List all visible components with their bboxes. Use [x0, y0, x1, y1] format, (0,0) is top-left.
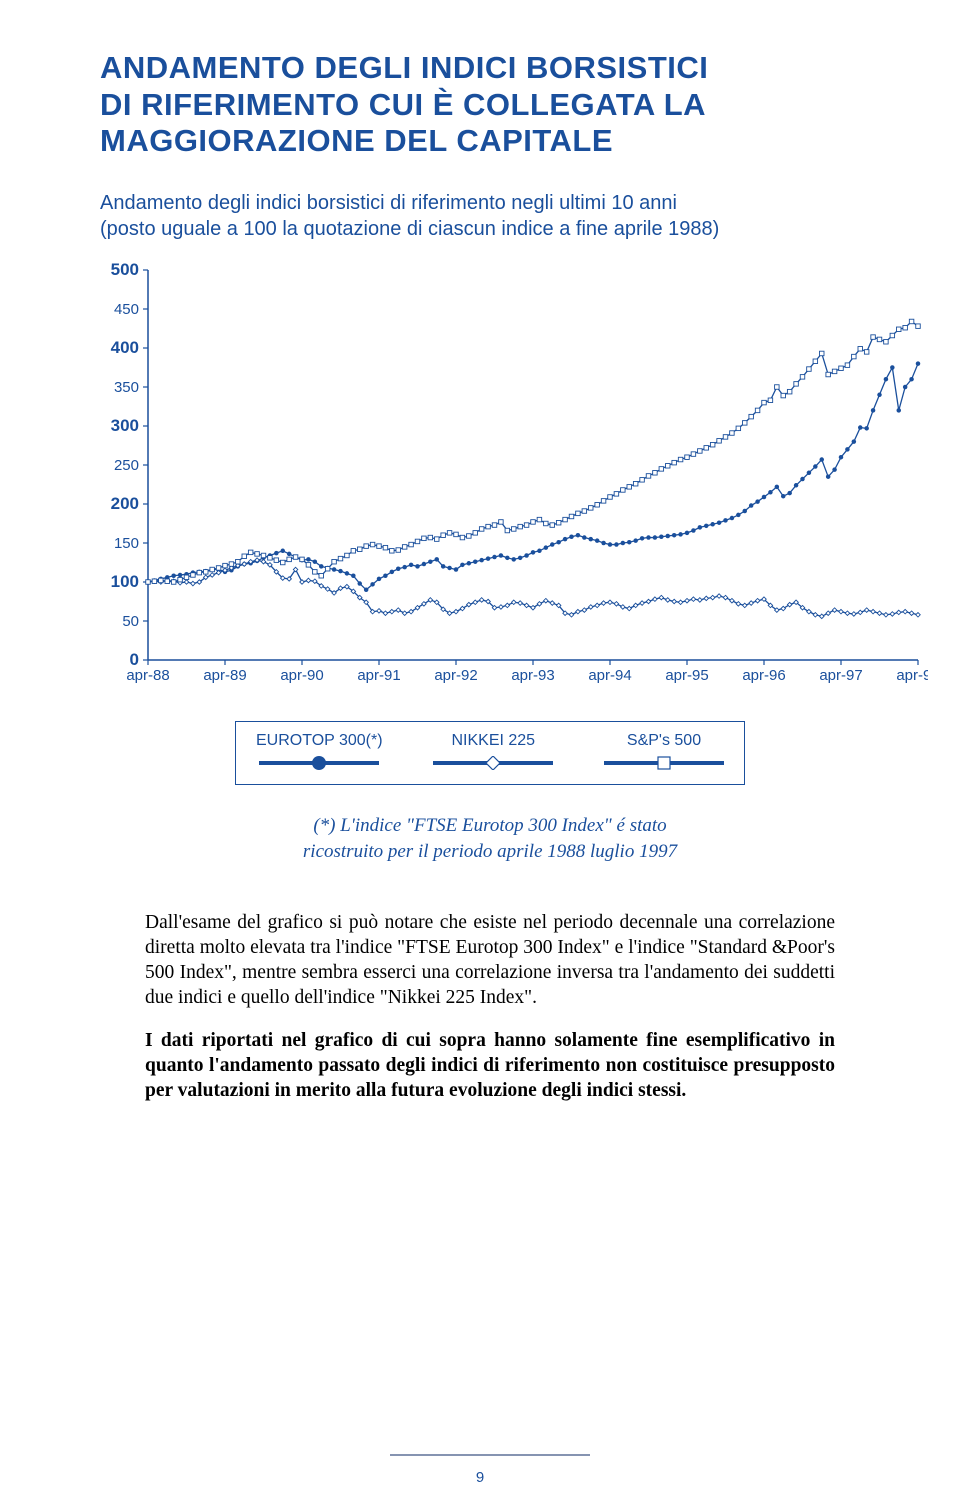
svg-text:300: 300: [111, 416, 139, 435]
svg-text:apr-96: apr-96: [742, 667, 785, 684]
svg-text:apr-90: apr-90: [280, 667, 323, 684]
legend-swatch: [433, 756, 553, 770]
svg-text:apr-98: apr-98: [896, 667, 928, 684]
svg-text:apr-93: apr-93: [511, 667, 554, 684]
footer-rule: [390, 1454, 590, 1457]
legend-swatch: [604, 756, 724, 770]
svg-text:apr-89: apr-89: [203, 667, 246, 684]
page-number: 9: [0, 1469, 960, 1486]
svg-text:100: 100: [111, 572, 139, 591]
legend-label: EUROTOP 300(*): [256, 732, 383, 750]
svg-text:250: 250: [114, 457, 139, 474]
svg-text:apr-88: apr-88: [126, 667, 169, 684]
legend-label: NIKKEI 225: [451, 732, 535, 750]
svg-text:apr-97: apr-97: [819, 667, 862, 684]
svg-text:apr-92: apr-92: [434, 667, 477, 684]
chart-container: 050100150200250300350400450500apr-88apr-…: [100, 262, 880, 691]
legend-item-nikkei: NIKKEI 225: [433, 732, 553, 770]
title-line1: ANDAMENTO DEGLI INDICI BORSISTICI: [100, 50, 880, 87]
legend-swatch: [259, 756, 379, 770]
line-chart: 050100150200250300350400450500apr-88apr-…: [100, 262, 928, 686]
svg-text:apr-91: apr-91: [357, 667, 400, 684]
legend-item-sp500: S&P's 500: [604, 732, 724, 770]
title-line3: MAGGIORAZIONE DEL CAPITALE: [100, 123, 880, 160]
subtitle: Andamento degli indici borsistici di rif…: [100, 190, 880, 242]
legend: EUROTOP 300(*) NIKKEI 225 S&P's 500: [235, 721, 745, 785]
svg-text:400: 400: [111, 338, 139, 357]
svg-text:350: 350: [114, 379, 139, 396]
svg-text:200: 200: [111, 494, 139, 513]
svg-text:50: 50: [122, 613, 139, 630]
svg-text:apr-95: apr-95: [665, 667, 708, 684]
svg-text:apr-94: apr-94: [588, 667, 631, 684]
svg-text:450: 450: [114, 301, 139, 318]
body-paragraph-2: I dati riportati nel grafico di cui sopr…: [100, 1029, 880, 1104]
subtitle-line1: Andamento degli indici borsistici di rif…: [100, 190, 880, 216]
footnote-line1: (*) L'indice "FTSE Eurotop 300 Index" é …: [100, 813, 880, 840]
svg-text:500: 500: [111, 262, 139, 279]
svg-text:150: 150: [114, 535, 139, 552]
legend-label: S&P's 500: [627, 732, 701, 750]
body-paragraph-1: Dall'esame del grafico si può notare che…: [100, 911, 880, 1011]
footnote: (*) L'indice "FTSE Eurotop 300 Index" é …: [100, 813, 880, 866]
footnote-line2: ricostruito per il periodo aprile 1988 l…: [100, 839, 880, 866]
subtitle-line2: (posto uguale a 100 la quotazione di cia…: [100, 216, 880, 242]
legend-item-eurotop: EUROTOP 300(*): [256, 732, 383, 770]
page-title: ANDAMENTO DEGLI INDICI BORSISTICI DI RIF…: [100, 50, 880, 160]
title-line2: DI RIFERIMENTO CUI È COLLEGATA LA: [100, 87, 880, 124]
